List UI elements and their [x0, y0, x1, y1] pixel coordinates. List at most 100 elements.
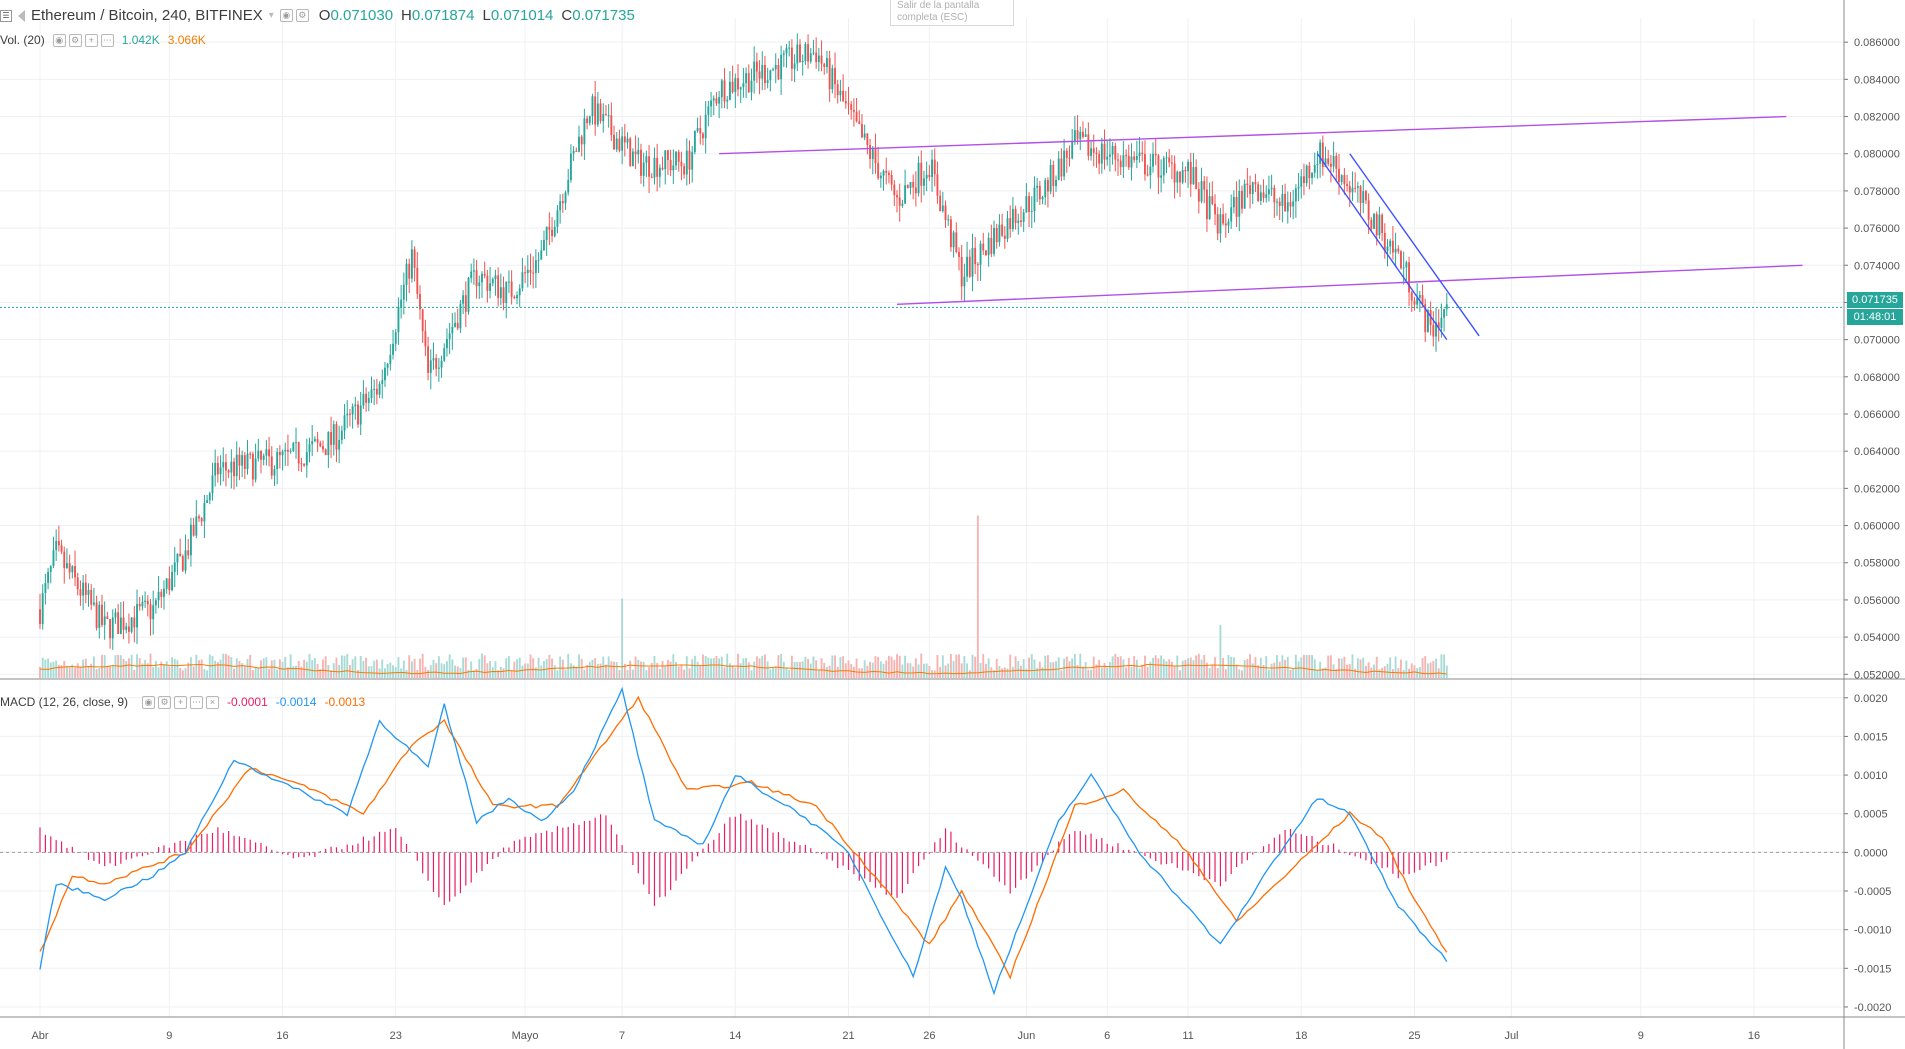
candle-body: [1090, 148, 1092, 156]
macd-signal-value: -0.0013: [324, 695, 366, 709]
volume-bar: [1195, 655, 1198, 678]
candle-body: [1084, 134, 1087, 137]
volume-bar: [898, 655, 901, 678]
volume-bar: [502, 668, 505, 678]
candle-body: [1375, 213, 1378, 236]
candle-body: [1214, 203, 1216, 215]
candle-body: [675, 151, 677, 166]
candle-body: [1324, 158, 1327, 168]
candle-body: [815, 52, 818, 63]
eye-icon[interactable]: ◉: [52, 33, 66, 47]
volume-bar: [1405, 660, 1408, 678]
candle-body: [553, 226, 556, 237]
candle-body: [645, 156, 648, 163]
volume-bar: [472, 670, 475, 678]
volume-bar: [440, 663, 443, 678]
symbol-title[interactable]: Ethereum / Bitcoin, 240, BITFINEX: [31, 7, 263, 24]
candle-body: [1141, 152, 1144, 155]
volume-title[interactable]: Vol. (20): [0, 33, 45, 47]
drawn-trendlines[interactable]: [719, 115, 1803, 341]
volume-bar: [510, 670, 513, 678]
candle-body: [55, 540, 58, 551]
candle-body: [1111, 146, 1114, 155]
eye-icon[interactable]: ◉: [279, 9, 293, 22]
settings-icon[interactable]: ⚙: [68, 33, 82, 47]
candle-body: [985, 250, 987, 255]
high-label: H: [401, 7, 412, 24]
candle-body: [747, 73, 750, 93]
candle-body: [1340, 175, 1343, 182]
volume-bar: [1278, 661, 1281, 678]
more-icon[interactable]: ⋯: [190, 695, 204, 709]
candle-body: [1152, 153, 1154, 167]
volume-bar: [1329, 655, 1332, 678]
volume-bar: [979, 662, 982, 678]
volume-bar: [273, 659, 276, 678]
volume-bar: [49, 662, 52, 678]
volume-bar: [1103, 662, 1106, 678]
volume-bar: [1443, 654, 1446, 678]
volume-bar: [817, 670, 820, 678]
candle-body: [882, 170, 885, 176]
volume-bar: [357, 670, 359, 678]
candle-body: [1095, 152, 1098, 155]
candle-body: [764, 64, 766, 84]
volume-bar: [1335, 669, 1338, 678]
candle-body: [141, 601, 144, 607]
tooltip-line-2: completa (ESC): [897, 12, 968, 23]
volume-bar: [1179, 670, 1181, 678]
volume-bar: [74, 667, 76, 678]
macd-value: -0.0014: [275, 695, 317, 709]
volume-bar: [1090, 669, 1092, 678]
candle-body: [435, 358, 438, 369]
settings-icon[interactable]: ⚙: [295, 9, 309, 22]
candle-body: [243, 455, 246, 470]
collapse-icon[interactable]: [18, 9, 25, 22]
hamburger-icon[interactable]: ☰: [0, 9, 12, 22]
volume-bar: [491, 667, 494, 678]
candle-body: [1030, 210, 1033, 212]
volume-bar: [1246, 658, 1249, 678]
volume-bar: [79, 666, 82, 678]
candle-body: [615, 138, 618, 150]
add-icon[interactable]: +: [84, 33, 98, 47]
candle-body: [335, 424, 338, 450]
macd-title[interactable]: MACD (12, 26, close, 9): [0, 695, 129, 709]
y-tick-label: 0.086000: [1854, 37, 1900, 49]
candle-body: [758, 71, 761, 79]
volume-bar: [1028, 657, 1031, 678]
volume-bar: [887, 655, 890, 678]
volume-bars: [39, 515, 1448, 678]
symbol-dropdown-icon[interactable]: ▾: [268, 10, 274, 21]
volume-bar: [720, 656, 723, 678]
volume-bar: [90, 663, 93, 678]
volume-bar: [478, 658, 481, 678]
volume-bar: [1222, 658, 1225, 678]
candle-body: [348, 413, 351, 415]
candle-body: [1011, 209, 1014, 229]
more-icon[interactable]: ⋯: [100, 33, 114, 47]
candle-body: [1103, 143, 1106, 160]
volume-bar: [127, 658, 130, 678]
channel-line: [1349, 153, 1480, 337]
add-icon[interactable]: +: [174, 695, 188, 709]
volume-bar: [623, 663, 626, 678]
candle-body: [1071, 142, 1074, 159]
candle-body: [181, 556, 184, 571]
candle-body: [998, 224, 1001, 243]
volume-bar: [1386, 663, 1389, 678]
eye-icon[interactable]: ◉: [142, 695, 156, 709]
candle-body: [1176, 171, 1179, 183]
volume-bar: [637, 659, 640, 678]
candle-body: [437, 367, 440, 369]
candle-body: [548, 226, 551, 230]
candle-body: [564, 192, 567, 204]
close-icon[interactable]: ×: [206, 695, 220, 709]
candle-body: [677, 151, 680, 162]
volume-bar: [152, 667, 155, 678]
volume-bar: [658, 668, 661, 678]
settings-icon[interactable]: ⚙: [158, 695, 172, 709]
candle-body: [311, 441, 314, 445]
volume-bar: [300, 666, 303, 678]
